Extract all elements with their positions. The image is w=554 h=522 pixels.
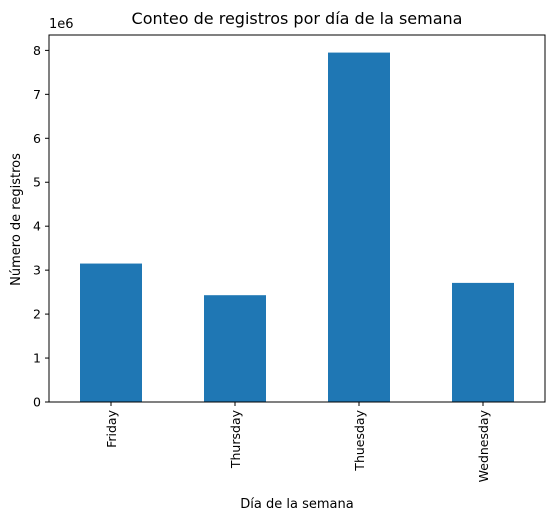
bar-thursday [204,295,266,402]
y-tick-label: 6 [33,131,41,146]
x-axis-label: Día de la semana [240,497,353,512]
bar-friday [80,263,142,402]
y-tick-label: 0 [33,395,41,410]
x-tick-label: Thuesday [352,409,367,471]
bar-thuesday [328,52,390,402]
bar-wednesday [452,282,514,402]
x-tick-label: Wednesday [476,409,491,482]
y-axis-label: Número de registros [9,153,24,286]
y-axis-multiplier: 1e6 [49,17,74,32]
y-tick-label: 4 [33,219,41,234]
chart-title: Conteo de registros por día de la semana [132,9,463,28]
bars-group [80,52,514,402]
y-tick-label: 5 [33,175,41,190]
y-tick-label: 7 [33,87,41,102]
y-tick-label: 3 [33,263,41,278]
plot-frame [48,34,546,403]
x-axis-ticks: Friday Thursday Thuesday Wednesday [104,402,491,482]
x-tick-label: Friday [104,409,119,447]
y-axis-ticks: 0 1 2 3 4 5 6 7 8 [33,43,49,410]
x-tick-label: Thursday [228,409,243,469]
y-tick-label: 8 [33,43,41,58]
y-tick-label: 1 [33,351,41,366]
y-tick-label: 2 [33,307,41,322]
